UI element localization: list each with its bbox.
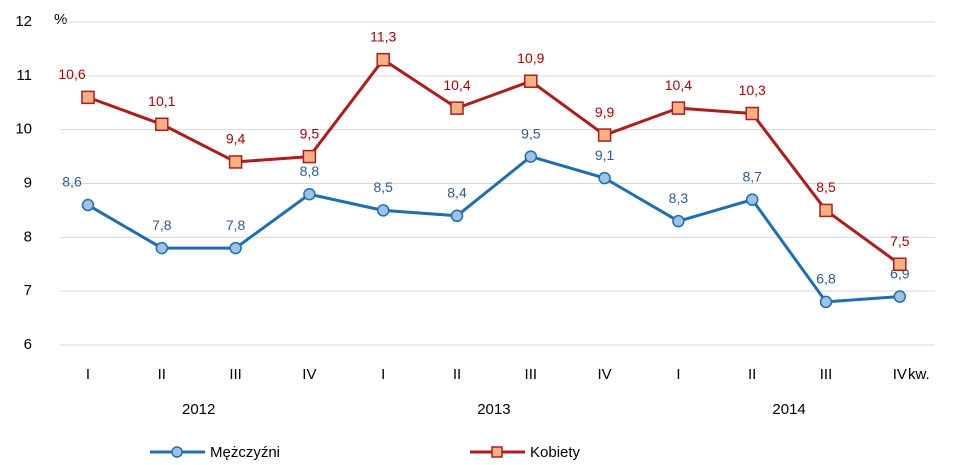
data-label: 10,3 (739, 82, 766, 98)
marker (303, 188, 316, 201)
marker (819, 295, 833, 309)
marker (81, 198, 95, 212)
x-tick-label: IV (598, 366, 612, 383)
data-label: 7,8 (226, 217, 246, 233)
marker (524, 150, 538, 163)
data-label: 8,6 (62, 174, 82, 190)
data-label: 8,7 (742, 168, 762, 184)
x-tick-label: III (820, 366, 833, 383)
data-label: 7,8 (152, 217, 172, 233)
marker (671, 101, 686, 115)
y-axis-label: % (54, 11, 67, 28)
marker (229, 241, 242, 255)
series-line (87, 155, 900, 304)
legend-marker (171, 446, 183, 458)
data-label: 8,8 (300, 163, 320, 179)
x-tick-label: IV (893, 366, 907, 383)
marker (672, 214, 685, 228)
data-label: 10,4 (443, 77, 470, 93)
x-tick-label: IV (302, 366, 316, 383)
data-label: 9,9 (595, 104, 615, 120)
data-label: 9,5 (521, 125, 541, 141)
data-label: 10,6 (58, 66, 85, 82)
data-label: 9,4 (226, 131, 246, 147)
x-tick-label: I (676, 366, 680, 383)
marker (81, 90, 95, 105)
x-tick-label: I (86, 366, 90, 383)
legend-marker (491, 446, 503, 458)
marker (819, 203, 833, 218)
y-tick-label: 9 (24, 174, 32, 191)
marker (597, 128, 612, 142)
y-tick-label: 10 (15, 121, 32, 138)
data-label: 9,5 (300, 125, 320, 141)
data-label: 9,1 (595, 147, 615, 163)
y-tick-label: 8 (24, 228, 32, 245)
group-label: 2014 (772, 401, 805, 418)
x-tick-label: III (229, 366, 242, 383)
group-label: 2012 (182, 401, 215, 418)
y-tick-label: 11 (16, 67, 32, 84)
x-tick-label: II (453, 366, 461, 383)
marker (450, 209, 464, 223)
legend-label: Kobiety (530, 444, 581, 461)
data-label: 8,5 (373, 179, 393, 195)
marker (228, 155, 243, 169)
marker (745, 106, 759, 121)
data-label: 7,5 (890, 233, 910, 249)
data-label: 11,3 (370, 28, 396, 44)
marker (155, 241, 169, 255)
marker (893, 257, 907, 271)
legend-label: Mężczyźni (210, 444, 280, 461)
x-tick-label: I (381, 366, 385, 383)
marker (745, 193, 759, 206)
x-axis-label: kw. (908, 366, 930, 383)
y-tick-label: 6 (24, 336, 32, 353)
series-line (87, 58, 901, 266)
marker (524, 74, 538, 88)
data-label: 10,1 (148, 93, 175, 109)
x-tick-label: II (748, 366, 756, 383)
y-tick-label: 7 (24, 282, 32, 299)
marker (376, 52, 390, 67)
data-label: 6,8 (816, 271, 836, 287)
data-label: 10,4 (665, 77, 692, 93)
data-label: 10,9 (517, 50, 544, 66)
marker (155, 117, 169, 132)
y-tick-label: 12 (15, 13, 32, 30)
x-tick-label: III (525, 366, 538, 383)
marker (450, 101, 464, 115)
data-label: 8,4 (447, 185, 467, 201)
marker (598, 171, 611, 185)
data-label: 8,3 (669, 190, 689, 206)
data-label: 8,5 (816, 179, 836, 195)
marker (376, 204, 390, 217)
marker (302, 149, 317, 164)
marker (893, 290, 907, 303)
x-tick-label: II (158, 366, 166, 383)
group-label: 2013 (477, 401, 510, 418)
